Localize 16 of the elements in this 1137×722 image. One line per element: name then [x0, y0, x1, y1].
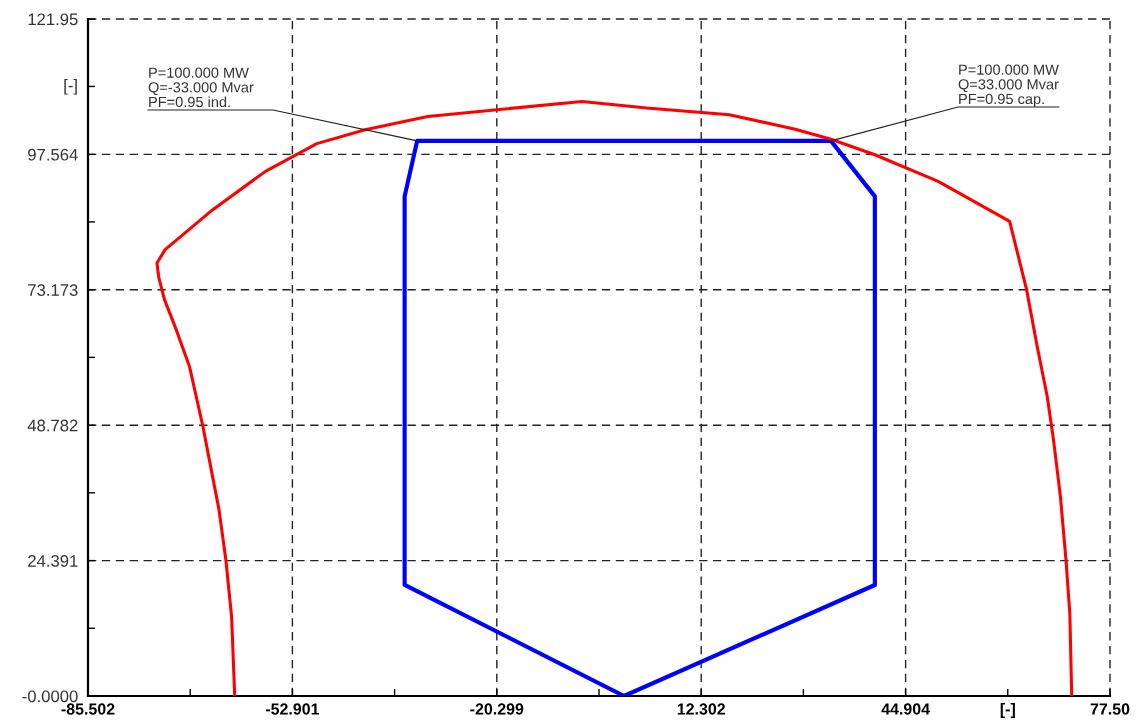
x-tick-label: -20.299 — [470, 703, 524, 715]
y-tick-label: 73.173 — [28, 284, 78, 296]
x-axis-title: [-] — [1000, 703, 1015, 718]
x-tick-label: -52.901 — [265, 703, 320, 715]
x-tick-label: 12.302 — [677, 703, 725, 715]
x-tick-label: -85.502 — [61, 703, 115, 715]
y-tick-label: 48.782 — [27, 419, 78, 432]
x-tick-label: 44.904 — [881, 703, 930, 715]
y-tick-label: 121.95 — [28, 13, 78, 26]
y-axis-title: [-] — [64, 78, 77, 95]
y-tick-label: 97.564 — [28, 148, 78, 161]
annotation: P=100.000 MW Q=33.000 Mvar PF=0.95 cap. — [958, 64, 1059, 107]
y-tick-label: 24.391 — [28, 555, 78, 567]
annotation: P=100.000 MW Q=-33.000 Mvar PF=0.95 ind. — [148, 67, 254, 108]
x-tick-label: 77.50 — [1090, 703, 1130, 715]
y-tick-label: -0.0000 — [22, 690, 78, 703]
